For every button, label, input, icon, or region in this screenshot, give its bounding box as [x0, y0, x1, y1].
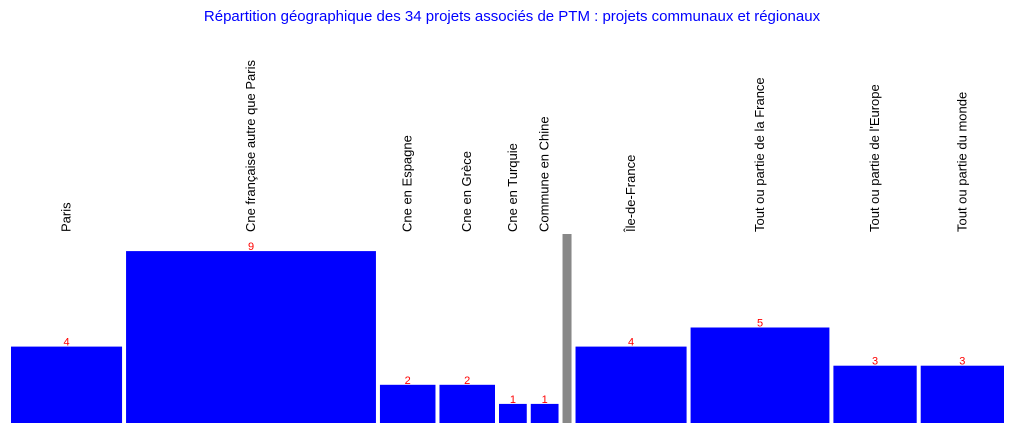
value-label: 3 — [959, 356, 965, 368]
category-label: Cne en Turquie — [505, 143, 520, 232]
bar — [499, 403, 527, 423]
bar — [690, 327, 830, 423]
value-label: 1 — [542, 394, 548, 406]
chart-title: Répartition géographique des 34 projets … — [203, 8, 821, 25]
category-label: Île-de-France — [623, 155, 638, 233]
bar — [920, 365, 1004, 423]
value-label: 2 — [405, 375, 411, 387]
bar — [379, 384, 436, 423]
value-label: 3 — [872, 356, 878, 368]
group-separator — [562, 234, 572, 423]
value-label: 4 — [63, 337, 69, 349]
value-label: 2 — [464, 375, 470, 387]
category-label: Tout ou partie du monde — [954, 92, 969, 232]
value-label: 4 — [628, 337, 634, 349]
value-label: 5 — [757, 318, 763, 330]
bar — [439, 384, 495, 423]
category-label: Commune en Chine — [537, 116, 552, 232]
bar — [530, 403, 559, 423]
category-label: Tout ou partie de la France — [752, 77, 767, 232]
value-label: 1 — [510, 394, 516, 406]
bar — [11, 346, 123, 423]
category-label: Cne en Grèce — [459, 151, 474, 232]
bar — [126, 251, 376, 423]
category-label: Paris — [59, 202, 74, 232]
value-label: 9 — [248, 241, 254, 253]
category-label: Tout ou partie de l'Europe — [867, 84, 882, 232]
category-label: Cne en Espagne — [400, 135, 415, 232]
category-label: Cne française autre que Paris — [243, 60, 258, 232]
bar — [575, 346, 687, 423]
bar — [833, 365, 917, 423]
